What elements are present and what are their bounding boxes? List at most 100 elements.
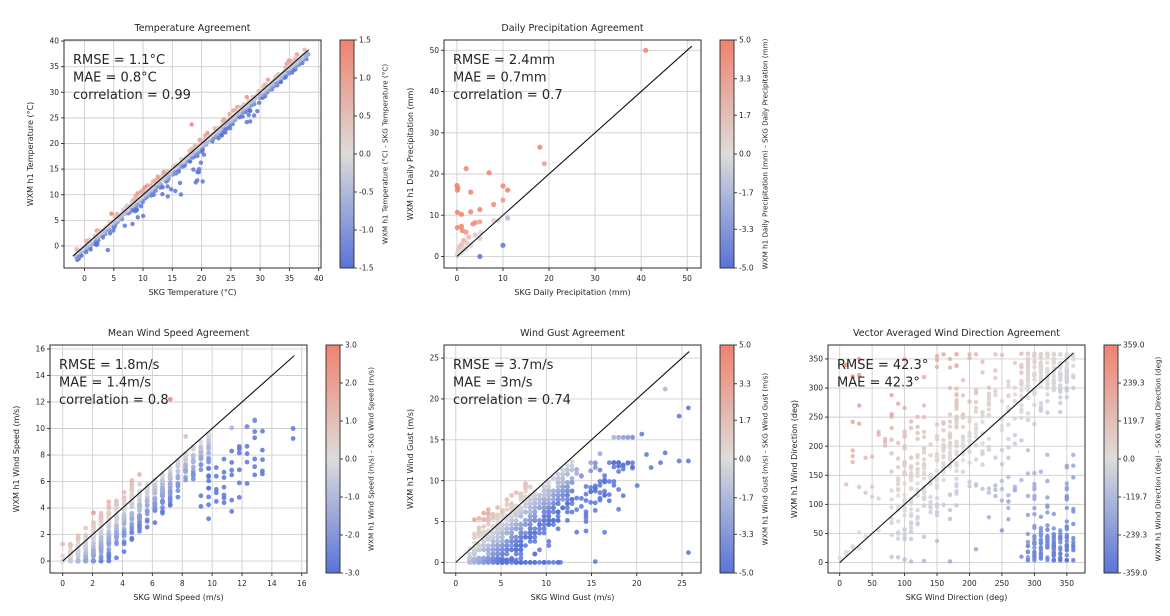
colorbar-tick-label: 3.0 [345, 341, 357, 350]
y-tick-label: 200 [809, 442, 824, 451]
colorbar-tick-label: 3.3 [739, 379, 751, 388]
stats-annotation: RMSE = 1.1°C MAE = 0.8°C correlation = 0.9… [73, 53, 191, 103]
chart-title: Daily Precipitation Agreement [501, 23, 643, 34]
y-tick-label: 15 [429, 435, 439, 444]
colorbar-tick-label: 0.0 [739, 150, 751, 159]
colorbar-tick-label: 0.0 [345, 455, 357, 464]
colorbar-ticks: 1.5 1.0 0.5 0.0 -0.5 -1.0 -1.5 [354, 36, 374, 273]
wind-gust-agreement-chart: 0 5 10 15 20 25 0 5 10 15 20 25 SKG Wind Gust (m/s) W… [398, 320, 800, 612]
x-tick-label: 250 [995, 579, 1010, 588]
x-tick-label: 25 [677, 579, 687, 588]
identity-line [455, 351, 690, 563]
x-tick-label: 50 [682, 274, 692, 283]
axis-ticks: 0 50 100 150 200 250 300 350 0 50 100 150 200 250 300 3… [809, 355, 1075, 588]
axis-ticks: 0 5 10 15 20 25 0 5 10 15 20 25 [429, 354, 687, 588]
stat-line: correlation = 0.7 [453, 88, 563, 103]
x-tick-label: 10 [138, 274, 148, 283]
stat-line: RMSE = 2.4mm [453, 53, 555, 68]
colorbar-tick-label: -119.7 [1123, 493, 1147, 502]
x-tick-label: 30 [590, 274, 600, 283]
stat-line: MAE = 0.8°C [73, 71, 157, 86]
identity-line [72, 49, 310, 257]
colorbar-tick-label: 239.3 [1123, 379, 1145, 388]
y-axis-label: WXM h1 Wind Speed (m/s) [12, 406, 21, 513]
vector-averaged-wind-direction-agreement-chart: 0 50 100 150 200 250 300 350 0 50 100 150 200 250 300 3… [782, 320, 1170, 612]
x-tick-label: 40 [636, 274, 646, 283]
stats-annotation: RMSE = 2.4mm MAE = 0.7mm correlation = 0.7 [453, 53, 563, 103]
stat-line: RMSE = 3.7m/s [453, 358, 554, 373]
x-tick-label: 0 [837, 579, 842, 588]
y-tick-label: 20 [49, 139, 59, 148]
colorbar-ticks: 5.0 3.3 1.7 0.0 -1.7 -3.3 -5.0 [734, 341, 754, 578]
chart-title: Mean Wind Speed Agreement [108, 328, 250, 339]
x-axis-label: SKG Wind Speed (m/s) [133, 593, 223, 602]
x-axis-label: SKG Temperature (°C) [148, 288, 236, 297]
y-tick-label: 5 [434, 517, 439, 526]
y-axis-label: WXM h1 Wind Gust (m/s) [406, 409, 415, 509]
x-tick-label: 300 [1027, 579, 1042, 588]
y-tick-label: 0 [40, 557, 45, 566]
identity-line [839, 352, 1074, 563]
colorbar-tick-label: 5.0 [739, 341, 751, 350]
y-tick-label: 40 [429, 87, 439, 96]
colorbar-tick-label: -1.0 [345, 493, 360, 502]
x-tick-label: 350 [1060, 579, 1075, 588]
y-tick-label: 0 [818, 558, 823, 567]
x-tick-label: 14 [267, 579, 277, 588]
y-tick-label: 10 [429, 211, 439, 220]
grid-lines [50, 345, 307, 573]
x-tick-label: 10 [498, 274, 508, 283]
x-tick-label: 12 [237, 579, 247, 588]
colorbar-tick-label: 0.0 [1123, 455, 1135, 464]
colorbar-tick-label: -0.5 [359, 188, 374, 197]
colorbar-label: WXM h1 Temperature (°C) - SKG Temperatur… [381, 64, 390, 244]
daily-precipitation-agreement-chart: 0 10 20 30 40 50 0 10 20 30 40 50 SKG Daily Precipit… [398, 10, 800, 312]
colorbar [719, 344, 735, 574]
colorbar-tick-label: 2.0 [345, 379, 357, 388]
y-tick-label: 20 [429, 170, 439, 179]
mean-wind-speed-agreement-plot: 0 2 4 6 8 10 12 14 16 0 2 4 6 8 10 12 14 16 SKG Wind Speed… [12, 328, 376, 602]
colorbar-tick-label: 359.0 [1123, 341, 1145, 350]
scatter-points [837, 351, 1076, 564]
scatter-points [60, 396, 296, 564]
x-tick-label: 5 [499, 579, 504, 588]
colorbar-ticks: 5.0 3.3 1.7 0.0 -1.7 -3.3 -5.0 [734, 36, 754, 273]
colorbar-tick-label: -2.0 [345, 531, 360, 540]
x-tick-label: 10 [541, 579, 551, 588]
stats-annotation: RMSE = 42.3° MAE = 42.3° [837, 358, 928, 391]
y-tick-label: 12 [35, 398, 45, 407]
x-tick-label: 4 [120, 579, 125, 588]
axes-box [63, 39, 322, 269]
x-tick-label: 10 [207, 579, 217, 588]
colorbar-tick-label: -239.3 [1123, 531, 1147, 540]
chart-title: Vector Averaged Wind Direction Agreement [853, 328, 1060, 339]
stats-annotation: RMSE = 3.7m/s MAE = 3m/s correlation = 0.7… [453, 358, 571, 408]
colorbar-tick-label: 1.0 [345, 417, 357, 426]
colorbar-tick-label: 1.5 [359, 36, 371, 45]
x-tick-label: 15 [168, 274, 178, 283]
y-tick-label: 5 [54, 216, 59, 225]
y-tick-label: 300 [809, 384, 824, 393]
colorbar-tick-label: -1.7 [739, 493, 754, 502]
y-tick-label: 10 [49, 190, 59, 199]
y-tick-label: 25 [49, 113, 59, 122]
x-tick-label: 25 [226, 274, 236, 283]
y-tick-label: 35 [49, 62, 59, 71]
y-tick-label: 16 [35, 345, 45, 354]
y-tick-label: 40 [49, 37, 59, 46]
colorbar-tick-label: -3.0 [345, 569, 360, 578]
stat-line: MAE = 0.7mm [453, 71, 546, 86]
y-tick-label: 150 [809, 471, 824, 480]
stat-line: correlation = 0.74 [453, 393, 571, 408]
x-tick-label: 0 [60, 579, 65, 588]
wind-gust-agreement-plot: 0 5 10 15 20 25 0 5 10 15 20 25 SKG Wind Gust (m/s) W… [406, 328, 770, 602]
y-tick-label: 0 [434, 558, 439, 567]
axes-box [827, 344, 1086, 574]
colorbar [339, 39, 355, 269]
x-tick-label: 5 [111, 274, 116, 283]
colorbar-ticks: 3.0 2.0 1.0 0.0 -1.0 -2.0 -3.0 [340, 341, 360, 578]
mean-wind-speed-agreement-chart: 0 2 4 6 8 10 12 14 16 0 2 4 6 8 10 12 14 16 SKG Wind Speed… [4, 320, 406, 612]
x-tick-label: 0 [453, 579, 458, 588]
colorbar-tick-label: -5.0 [739, 569, 754, 578]
stat-line: RMSE = 1.1°C [73, 53, 165, 68]
